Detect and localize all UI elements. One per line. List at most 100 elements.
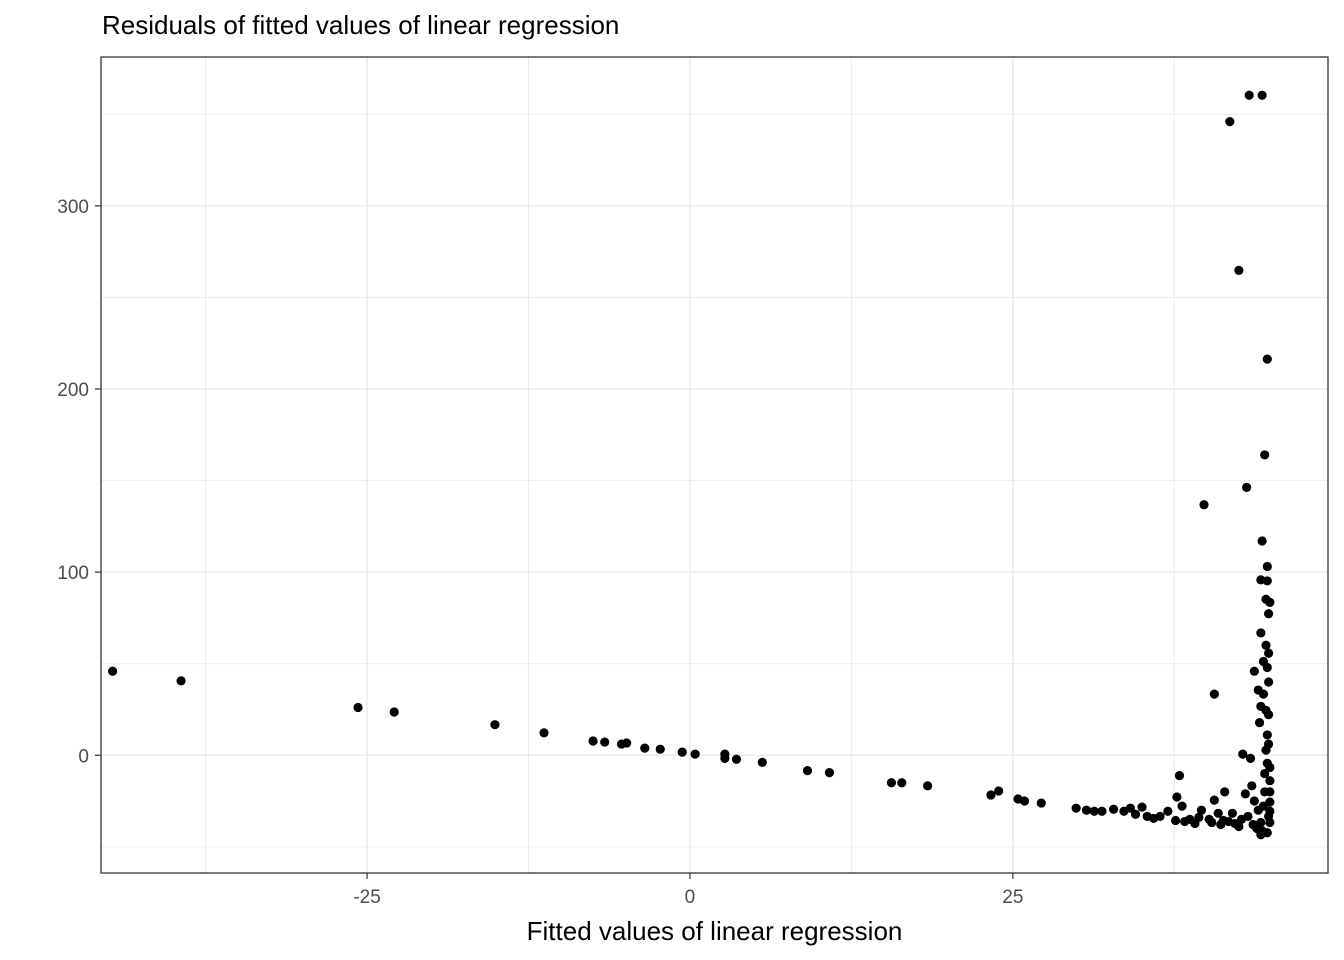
data-point xyxy=(1244,90,1254,100)
data-point xyxy=(1137,802,1147,812)
x-axis-title: Fitted values of linear regression xyxy=(527,916,903,946)
data-point xyxy=(1256,830,1266,840)
data-point xyxy=(1247,781,1257,791)
data-point xyxy=(1265,797,1275,807)
data-point xyxy=(1260,450,1270,460)
data-point xyxy=(1225,117,1235,127)
data-point xyxy=(757,757,767,767)
data-point xyxy=(720,753,730,763)
data-point xyxy=(1238,749,1248,759)
data-point xyxy=(824,768,835,778)
data-points xyxy=(108,90,1275,840)
data-point xyxy=(994,786,1004,796)
data-point xyxy=(389,707,399,717)
data-point xyxy=(1108,804,1119,814)
data-point xyxy=(1265,776,1275,786)
data-point xyxy=(622,738,632,748)
data-point xyxy=(897,778,907,788)
data-point xyxy=(1194,812,1204,822)
data-point xyxy=(1209,689,1219,699)
data-point xyxy=(490,720,500,730)
data-point xyxy=(1071,803,1081,813)
data-point xyxy=(1209,795,1219,805)
data-point xyxy=(588,736,598,746)
y-axis-ticks: 0 100 200 300 xyxy=(57,197,101,767)
data-point xyxy=(1036,798,1046,808)
data-point xyxy=(1234,265,1244,275)
x-axis-ticks: -25 0 25 xyxy=(353,873,1023,908)
data-point xyxy=(176,676,186,686)
data-point xyxy=(802,766,813,776)
minor-gridlines xyxy=(101,57,1328,873)
data-point xyxy=(353,702,363,713)
data-point xyxy=(1263,709,1274,720)
y-tick-label: 300 xyxy=(57,197,89,218)
data-point xyxy=(1265,787,1275,797)
data-point xyxy=(1263,739,1274,749)
data-point xyxy=(1081,805,1092,815)
data-point xyxy=(1227,808,1238,818)
data-point xyxy=(923,781,933,791)
data-point xyxy=(1265,817,1275,828)
data-point xyxy=(1245,753,1256,763)
data-point xyxy=(1257,90,1267,100)
chart-title: Residuals of fitted values of linear reg… xyxy=(102,10,620,40)
data-point xyxy=(539,728,549,738)
data-point xyxy=(1254,718,1265,728)
data-point xyxy=(1234,821,1244,832)
y-tick-label: 200 xyxy=(57,380,89,401)
data-point xyxy=(1170,815,1181,826)
data-point xyxy=(1174,770,1185,781)
data-point xyxy=(1155,811,1165,822)
data-point xyxy=(886,778,897,788)
data-point xyxy=(108,666,118,676)
data-point xyxy=(1199,500,1209,510)
y-tick-label: 0 xyxy=(78,746,89,767)
data-point xyxy=(1163,806,1173,816)
data-point xyxy=(1130,809,1141,819)
data-point xyxy=(1262,354,1272,364)
data-point xyxy=(986,790,996,800)
data-point xyxy=(1089,806,1099,816)
data-point xyxy=(600,737,610,747)
x-tick-label: -25 xyxy=(353,887,380,908)
data-point xyxy=(1263,648,1274,658)
major-gridlines xyxy=(101,57,1328,873)
data-point xyxy=(1260,768,1270,779)
data-point xyxy=(1243,811,1253,822)
data-point xyxy=(1249,666,1259,676)
data-point xyxy=(1242,482,1252,492)
data-point xyxy=(1097,806,1107,816)
y-tick-label: 100 xyxy=(57,563,89,584)
data-point xyxy=(1019,796,1030,806)
data-point xyxy=(1220,787,1230,797)
data-point xyxy=(655,744,665,754)
data-point xyxy=(1240,789,1250,799)
data-point xyxy=(1263,677,1274,687)
data-point xyxy=(1172,792,1182,802)
data-point xyxy=(1262,662,1272,673)
data-point xyxy=(690,749,700,759)
data-point xyxy=(1207,817,1217,828)
data-point xyxy=(1258,689,1269,699)
data-point xyxy=(640,743,650,753)
data-point xyxy=(1125,803,1135,813)
data-point xyxy=(1177,801,1187,811)
data-point xyxy=(1196,805,1207,815)
x-tick-label: 0 xyxy=(685,887,696,908)
x-tick-label: 25 xyxy=(1002,887,1023,908)
data-point xyxy=(1265,762,1275,773)
data-point xyxy=(1265,597,1275,607)
data-point xyxy=(1262,576,1272,586)
data-point xyxy=(1263,609,1274,619)
data-point xyxy=(1249,796,1259,806)
data-point xyxy=(1261,640,1271,650)
panel-border xyxy=(100,56,1329,874)
data-point xyxy=(1262,561,1272,572)
data-point xyxy=(1262,730,1272,740)
data-point xyxy=(1257,536,1267,546)
data-point xyxy=(1213,808,1223,818)
data-point xyxy=(1265,806,1275,816)
data-point xyxy=(1251,821,1261,832)
